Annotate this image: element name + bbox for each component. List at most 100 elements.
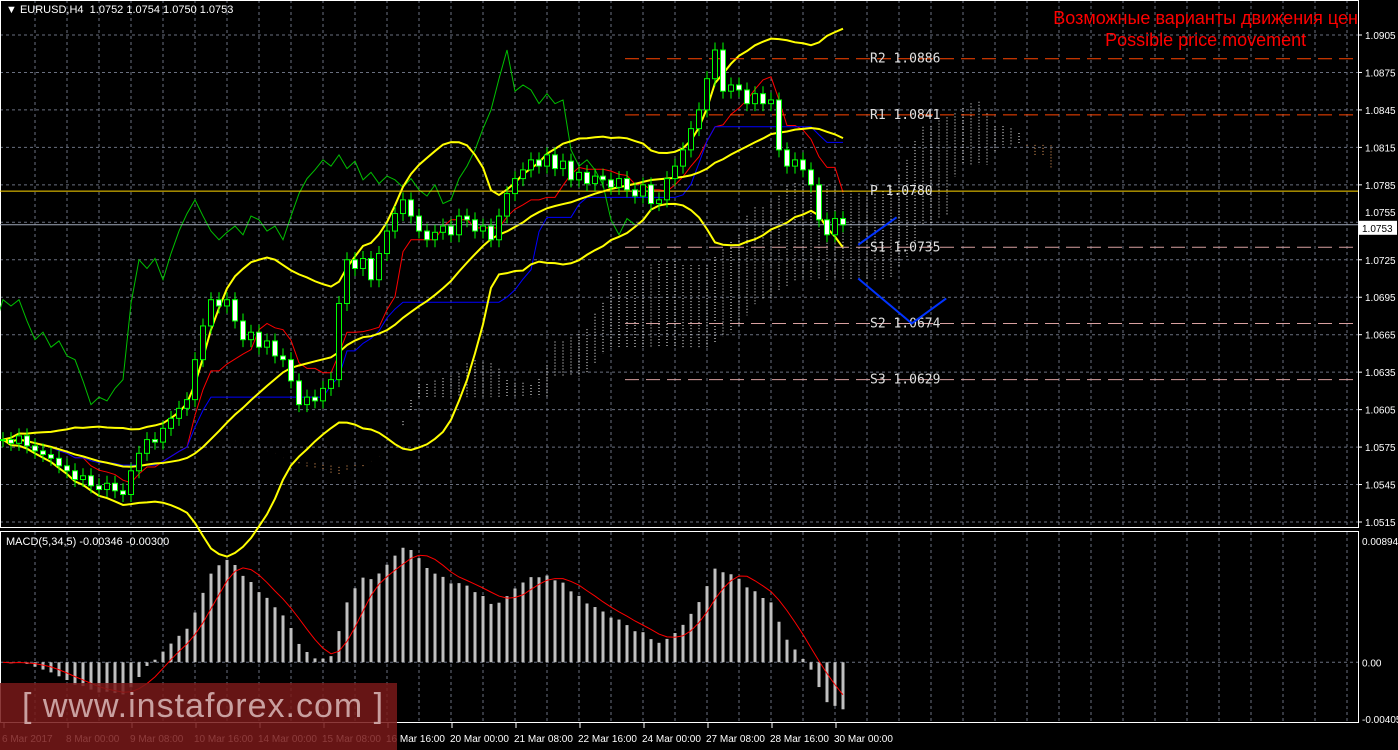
candle-body [160,427,166,443]
title-en: Possible price movement [1105,30,1307,50]
candle-body [544,154,550,167]
candle-body [64,465,70,472]
candle-body [376,253,382,281]
candle-body [120,490,126,496]
candle-body [664,178,670,201]
candle-body [96,485,102,491]
candle-body [808,169,814,186]
candle-body [840,218,846,226]
price-panel-frame [0,0,1359,528]
candle-body [288,359,294,382]
candle-body [328,379,334,389]
y-tick-label: 1.0725 [1365,256,1396,267]
candle-body [632,189,638,197]
x-tick-label: 30 Mar 00:00 [834,734,893,745]
x-tick-label: 22 Mar 16:00 [578,734,637,745]
candle-body [776,99,782,151]
candle-body [176,407,182,419]
candle-body [0,439,6,442]
candle-body [16,435,22,444]
candle-body [728,84,734,92]
candle-body [400,199,406,215]
candle-body [448,225,454,236]
bollinger-upper [2,27,844,441]
y-tick-label: 1.0605 [1365,406,1396,417]
candle-body [816,184,822,221]
y-tick-label: 1.0545 [1365,481,1396,492]
candle-body [616,178,622,188]
candle-body [128,470,134,496]
candle-body [608,179,614,188]
candle-body [832,218,838,236]
y-tick-label: 1.0905 [1365,31,1396,42]
candle-body [560,160,566,170]
candle-body [352,259,358,270]
candle-body [640,184,646,197]
bollinger-lower [2,202,844,558]
candle-body [416,215,422,232]
bollinger-middle [2,126,844,468]
candle-body [736,84,742,91]
candle-body [488,225,494,241]
ohlc-values: 1.0752 1.0754 1.0750 1.0753 [89,4,234,16]
level-label-R2: R2 1.0886 [870,52,940,67]
candle-body [296,380,302,406]
candle-body [568,160,574,181]
candle-body [824,219,830,236]
candle-body [432,231,438,241]
candle-body [480,225,486,232]
level-label-P: P 1.0780 [870,184,933,199]
candle-body [280,355,286,361]
dropdown-triangle-icon[interactable]: ▼ [6,4,20,16]
chikou-span-line [0,49,636,406]
y-tick-label: 1.0815 [1365,143,1396,154]
candle-body [464,215,470,221]
x-tick-label: 28 Mar 16:00 [770,734,829,745]
chart-header: ▼ EURUSD,H4 1.0752 1.0754 1.0750 1.0753 [6,4,233,16]
forecast-line [857,216,898,246]
candle-body [272,340,278,357]
y-tick-label: 1.0515 [1365,518,1396,529]
candle-body [656,199,662,205]
x-tick-label: 20 Mar 00:00 [450,734,509,745]
y-tick-label: 1.0785 [1365,181,1396,192]
y-tick-label: 1.0695 [1365,293,1396,304]
candle-body [784,149,790,167]
symbol: EURUSD,H4 [19,4,84,16]
candle-body [304,396,310,406]
candle-body [704,78,710,111]
macd-panel-frame [0,531,1359,723]
macd-signal-line [2,554,844,696]
x-tick-label: 24 Mar 00:00 [642,734,701,745]
x-tick-label: 27 Mar 08:00 [706,734,765,745]
candle-body [72,470,78,481]
y-tick-label: 1.0845 [1365,106,1396,117]
candle-body [744,89,750,105]
candle-body [192,359,198,401]
tenkan-sen-line [2,76,844,484]
candle-body [672,165,678,180]
title-ru: Возможные варианты движения цен [1053,8,1358,28]
candle-body [24,435,30,447]
candle-body [792,159,798,167]
x-tick-label: 21 Mar 08:00 [514,734,573,745]
candle-body [688,128,694,151]
x-tick-label: 16 Mar 16:00 [386,734,445,745]
y-tick-label: 1.0635 [1365,368,1396,379]
candle-body [40,450,46,456]
macd-tick-label: 0.00 [1362,658,1382,669]
y-tick-label: 1.0875 [1365,68,1396,79]
candle-body [184,399,190,409]
candle-body [56,457,62,467]
candle-body [800,159,806,171]
level-label-R1: R1 1.0841 [870,108,940,123]
candle-body [696,109,702,130]
candle-body [496,215,502,241]
watermark-text: [ www.instaforex.com ] [22,687,385,725]
candle-body [384,230,390,255]
candle-body [512,178,518,195]
candle-body [336,302,342,381]
y-tick-label: 1.0575 [1365,443,1396,454]
forecast-line [857,277,947,325]
